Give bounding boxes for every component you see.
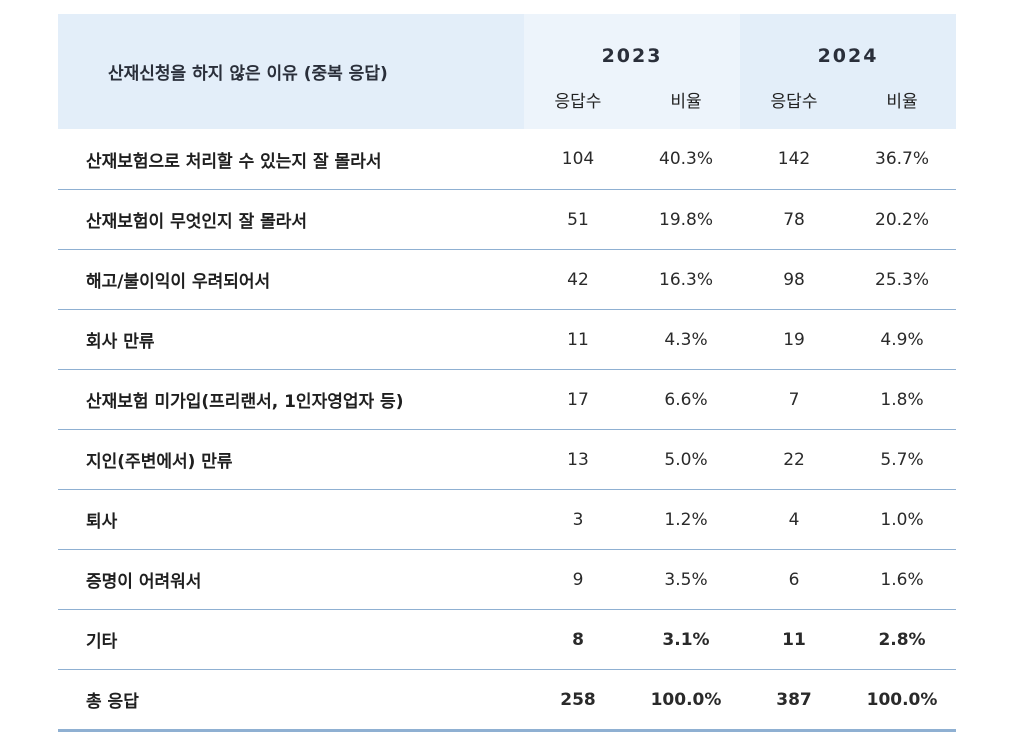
count-2024: 22 — [740, 429, 849, 490]
row-label: 퇴사 — [58, 489, 524, 550]
row-label: 해고/불이익이 우려되어서 — [58, 249, 524, 310]
row-label: 산재보험이 무엇인지 잘 몰라서 — [58, 189, 524, 250]
count-2023: 258 — [524, 669, 632, 732]
count-2024: 78 — [740, 189, 849, 250]
header-ratio-2023: 비율 — [632, 69, 741, 129]
row-label: 기타 — [58, 609, 524, 670]
table-row: 산재보험 미가입(프리랜서, 1인자영업자 등) 17 6.6% 7 1.8% — [58, 369, 957, 430]
table-row: 산재보험으로 처리할 수 있는지 잘 몰라서 104 40.3% 142 36.… — [58, 129, 957, 190]
count-2024: 19 — [740, 309, 849, 370]
ratio-2024: 20.2% — [848, 189, 957, 250]
count-2023: 17 — [524, 369, 632, 430]
table-row: 산재보험이 무엇인지 잘 몰라서 51 19.8% 78 20.2% — [58, 189, 957, 250]
row-label: 산재보험으로 처리할 수 있는지 잘 몰라서 — [58, 129, 524, 190]
ratio-2024: 25.3% — [848, 249, 957, 310]
survey-table-container: 산재신청을 하지 않은 이유 (중복 응답) 2023 2024 응답수 비율 … — [58, 14, 957, 732]
row-label: 산재보험 미가입(프리랜서, 1인자영업자 등) — [58, 369, 524, 430]
row-label: 회사 만류 — [58, 309, 524, 370]
count-2023: 3 — [524, 489, 632, 550]
ratio-2023: 19.8% — [632, 189, 741, 250]
count-2024: 7 — [740, 369, 849, 430]
ratio-2023: 100.0% — [632, 669, 741, 732]
table-row: 회사 만류 11 4.3% 19 4.9% — [58, 309, 957, 370]
ratio-2023: 16.3% — [632, 249, 741, 310]
ratio-2023: 5.0% — [632, 429, 741, 490]
count-2023: 11 — [524, 309, 632, 370]
ratio-2024: 5.7% — [848, 429, 957, 490]
count-2024: 142 — [740, 129, 849, 190]
count-2023: 8 — [524, 609, 632, 670]
header-count-2024: 응답수 — [740, 69, 849, 129]
table-header: 산재신청을 하지 않은 이유 (중복 응답) 2023 2024 응답수 비율 … — [58, 14, 957, 129]
ratio-2024: 1.6% — [848, 549, 957, 610]
table-row: 퇴사 3 1.2% 4 1.0% — [58, 489, 957, 550]
ratio-2024: 1.8% — [848, 369, 957, 430]
row-label: 증명이 어려워서 — [58, 549, 524, 610]
header-year-2024: 2024 — [740, 14, 957, 69]
table-row: 지인(주변에서) 만류 13 5.0% 22 5.7% — [58, 429, 957, 490]
count-2024: 6 — [740, 549, 849, 610]
ratio-2024: 4.9% — [848, 309, 957, 370]
header-label: 산재신청을 하지 않은 이유 (중복 응답) — [58, 14, 524, 129]
header-ratio-2024: 비율 — [848, 69, 957, 129]
header-count-2023: 응답수 — [524, 69, 632, 129]
count-2024: 387 — [740, 669, 849, 732]
count-2024: 98 — [740, 249, 849, 310]
ratio-2023: 1.2% — [632, 489, 741, 550]
count-2023: 42 — [524, 249, 632, 310]
ratio-2023: 3.5% — [632, 549, 741, 610]
ratio-2024: 1.0% — [848, 489, 957, 550]
count-2023: 9 — [524, 549, 632, 610]
ratio-2024: 36.7% — [848, 129, 957, 190]
reasons-table: 산재신청을 하지 않은 이유 (중복 응답) 2023 2024 응답수 비율 … — [58, 14, 957, 732]
row-label: 총 응답 — [58, 669, 524, 732]
table-row: 해고/불이익이 우려되어서 42 16.3% 98 25.3% — [58, 249, 957, 310]
table-row: 증명이 어려워서 9 3.5% 6 1.6% — [58, 549, 957, 610]
header-year-2023: 2023 — [524, 14, 741, 69]
count-2024: 4 — [740, 489, 849, 550]
ratio-2023: 6.6% — [632, 369, 741, 430]
ratio-2023: 40.3% — [632, 129, 741, 190]
ratio-2023: 3.1% — [632, 609, 741, 670]
ratio-2024: 100.0% — [848, 669, 957, 732]
ratio-2024: 2.8% — [848, 609, 957, 670]
count-2023: 13 — [524, 429, 632, 490]
row-label: 지인(주변에서) 만류 — [58, 429, 524, 490]
table-row: 기타 8 3.1% 11 2.8% — [58, 609, 957, 670]
table-body: 산재보험으로 처리할 수 있는지 잘 몰라서 104 40.3% 142 36.… — [58, 129, 957, 732]
total-row: 총 응답 258 100.0% 387 100.0% — [58, 669, 957, 732]
ratio-2023: 4.3% — [632, 309, 741, 370]
count-2023: 51 — [524, 189, 632, 250]
count-2024: 11 — [740, 609, 849, 670]
count-2023: 104 — [524, 129, 632, 190]
